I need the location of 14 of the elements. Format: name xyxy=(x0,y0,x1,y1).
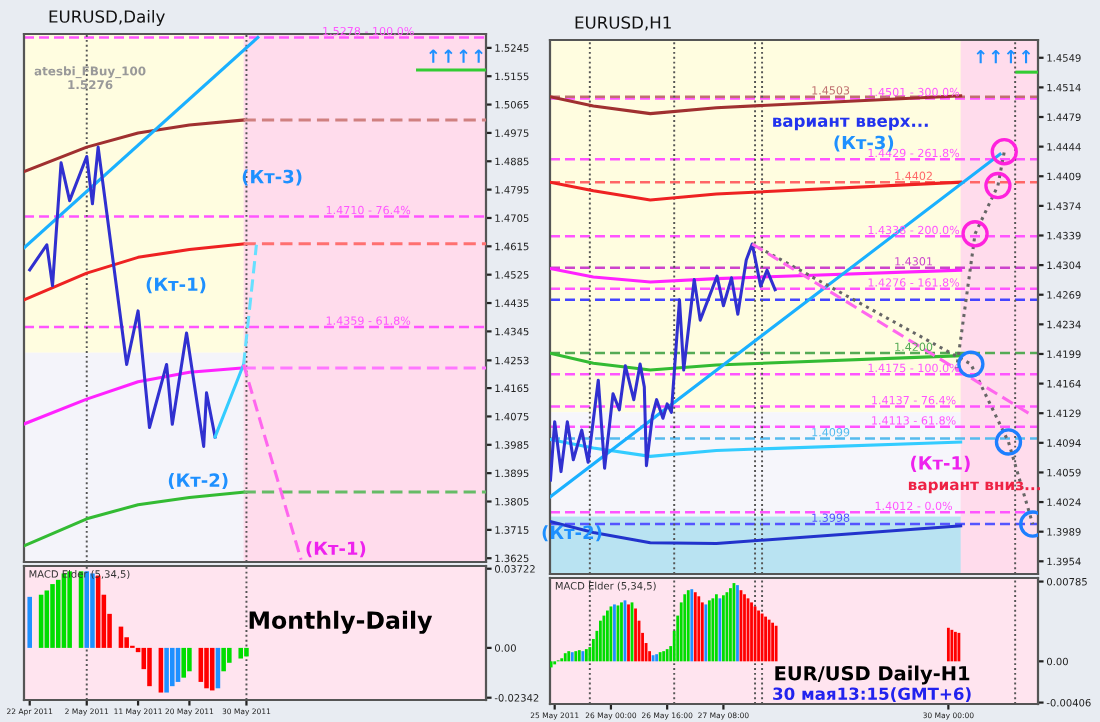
annotation: (Кт-2) xyxy=(168,473,228,490)
annotation: (Кт-3) xyxy=(242,169,302,186)
annotation: EUR/USD Daily-H1 xyxy=(775,665,970,685)
chart-title: EURUSD,H1 xyxy=(575,16,671,31)
annotation: (Кт-1) xyxy=(146,277,206,294)
chart-title: EURUSD,Daily xyxy=(49,9,165,27)
annotation: ↑↑↑↑ xyxy=(429,49,483,63)
annotation: (Кт-3) xyxy=(834,135,894,152)
annotation: ↑↑↑↑ xyxy=(976,49,1031,64)
annotation: Monthly-Daily xyxy=(249,610,433,634)
annotation: вариант вверх... xyxy=(773,117,928,131)
annotation: (Кт-1) xyxy=(911,455,970,472)
annotation: 30 мая13:15(GMT+6) xyxy=(773,687,971,702)
annotation: (Кт-1) xyxy=(306,541,366,558)
